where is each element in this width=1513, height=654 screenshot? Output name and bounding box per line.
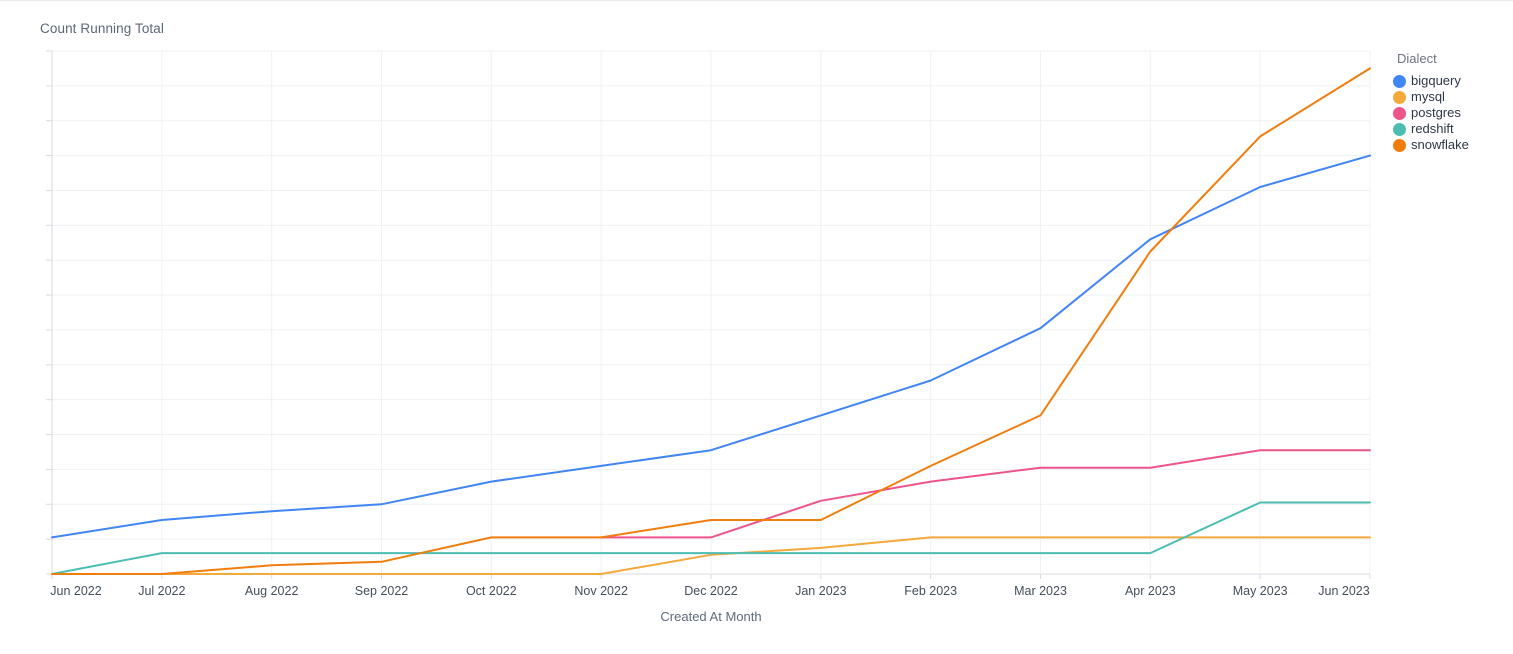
- legend-item-bigquery[interactable]: bigquery: [1393, 73, 1508, 89]
- x-tick-label: Feb 2023: [904, 584, 957, 598]
- x-tick-label: Mar 2023: [1014, 584, 1067, 598]
- x-tick-label: Dec 2022: [684, 584, 738, 598]
- series-line-mysql[interactable]: [51, 536, 1371, 575]
- x-tick-label: Jan 2023: [795, 584, 846, 598]
- x-tick-label: Jun 2023: [1318, 584, 1369, 598]
- legend: Dialect bigquery mysql postgres redshift sno…: [1393, 51, 1508, 153]
- legend-title: Dialect: [1397, 51, 1437, 66]
- x-tick-label: Oct 2022: [466, 584, 517, 598]
- postgres-swatch-icon: [1393, 106, 1406, 120]
- x-axis-title: Created At Month: [660, 609, 762, 624]
- snowflake-swatch-icon: [1393, 138, 1406, 152]
- legend-items: bigquery mysql postgres redshift snowflake: [1393, 73, 1508, 153]
- bigquery-swatch-icon: [1393, 74, 1406, 88]
- legend-item-mysql[interactable]: mysql: [1393, 89, 1508, 105]
- legend-item-redshift[interactable]: redshift: [1393, 121, 1508, 137]
- line-chart-plot-area[interactable]: Jun 2022 Jul 2022 Aug 2022 Sep 2022 Oct 2022…: [0, 1, 1513, 606]
- x-tick-label: Apr 2023: [1125, 584, 1176, 598]
- x-tick-label: Sep 2022: [355, 584, 409, 598]
- series-line-postgres[interactable]: [600, 449, 1371, 539]
- x-tick-label: May 2023: [1233, 584, 1288, 598]
- series-line-bigquery[interactable]: [51, 154, 1371, 539]
- x-tick-label: Aug 2022: [245, 584, 299, 598]
- legend-item-label: mysql: [1411, 89, 1445, 104]
- x-tick-label: Jul 2022: [138, 584, 185, 598]
- legend-item-postgres[interactable]: postgres: [1393, 105, 1508, 121]
- chart-title: Count Running Total: [40, 21, 164, 36]
- series-line-snowflake[interactable]: [51, 67, 1371, 575]
- legend-item-label: postgres: [1411, 105, 1461, 120]
- legend-item-snowflake[interactable]: snowflake: [1393, 137, 1508, 153]
- legend-item-label: bigquery: [1411, 73, 1461, 88]
- legend-item-label: snowflake: [1411, 137, 1469, 152]
- redshift-swatch-icon: [1393, 122, 1406, 136]
- mysql-swatch-icon: [1393, 90, 1406, 104]
- x-tick-label: Jun 2022: [50, 584, 101, 598]
- series-line-redshift[interactable]: [51, 501, 1371, 575]
- x-tick-label: Nov 2022: [574, 584, 628, 598]
- legend-item-label: redshift: [1411, 121, 1454, 136]
